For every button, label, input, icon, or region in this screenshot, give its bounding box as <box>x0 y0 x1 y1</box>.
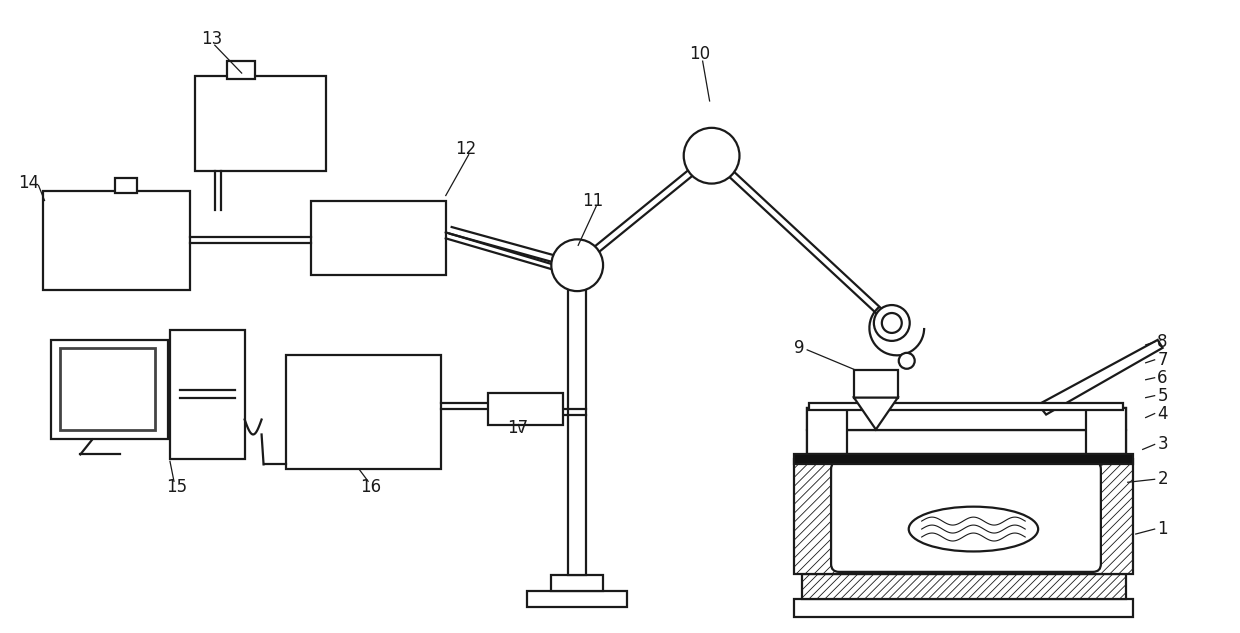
Bar <box>487 392 563 425</box>
Bar <box>839 465 1092 564</box>
Text: 10: 10 <box>689 45 711 63</box>
Bar <box>807 408 847 454</box>
Text: 13: 13 <box>201 30 222 48</box>
Bar <box>42 191 190 290</box>
Bar <box>552 575 603 591</box>
Bar <box>195 76 326 171</box>
Bar <box>227 61 254 79</box>
Bar <box>61 348 155 430</box>
FancyBboxPatch shape <box>831 461 1101 572</box>
Bar <box>311 201 445 275</box>
Circle shape <box>683 128 739 184</box>
Text: 17: 17 <box>507 418 528 437</box>
Bar <box>795 454 1133 465</box>
Text: 8: 8 <box>1157 333 1168 351</box>
Circle shape <box>552 239 603 291</box>
Bar <box>51 340 167 439</box>
Bar <box>807 408 1126 430</box>
Text: 12: 12 <box>455 140 476 158</box>
Bar <box>810 403 1122 410</box>
Text: 7: 7 <box>1157 351 1168 369</box>
Polygon shape <box>854 398 898 430</box>
Text: 11: 11 <box>583 192 604 210</box>
Ellipse shape <box>909 506 1038 551</box>
Circle shape <box>874 305 910 341</box>
Text: 5: 5 <box>1157 387 1168 404</box>
Text: 6: 6 <box>1157 369 1168 387</box>
Bar <box>807 430 1126 454</box>
Bar <box>568 270 587 575</box>
Bar <box>854 370 898 398</box>
Text: 14: 14 <box>19 173 40 192</box>
Text: 1: 1 <box>1157 520 1168 538</box>
Bar <box>286 355 440 469</box>
Bar <box>795 599 1133 617</box>
Text: 9: 9 <box>794 339 805 357</box>
Bar <box>527 591 627 606</box>
Text: 3: 3 <box>1157 436 1168 453</box>
Bar <box>115 178 138 192</box>
Text: 15: 15 <box>166 479 187 496</box>
Bar <box>170 330 244 460</box>
Bar <box>1086 408 1126 454</box>
Bar <box>802 574 1126 599</box>
Circle shape <box>899 353 915 369</box>
Circle shape <box>882 313 901 333</box>
Text: 2: 2 <box>1157 470 1168 488</box>
Text: 16: 16 <box>361 479 382 496</box>
Polygon shape <box>1038 340 1163 415</box>
Bar <box>795 460 1133 574</box>
Text: 4: 4 <box>1157 404 1168 423</box>
